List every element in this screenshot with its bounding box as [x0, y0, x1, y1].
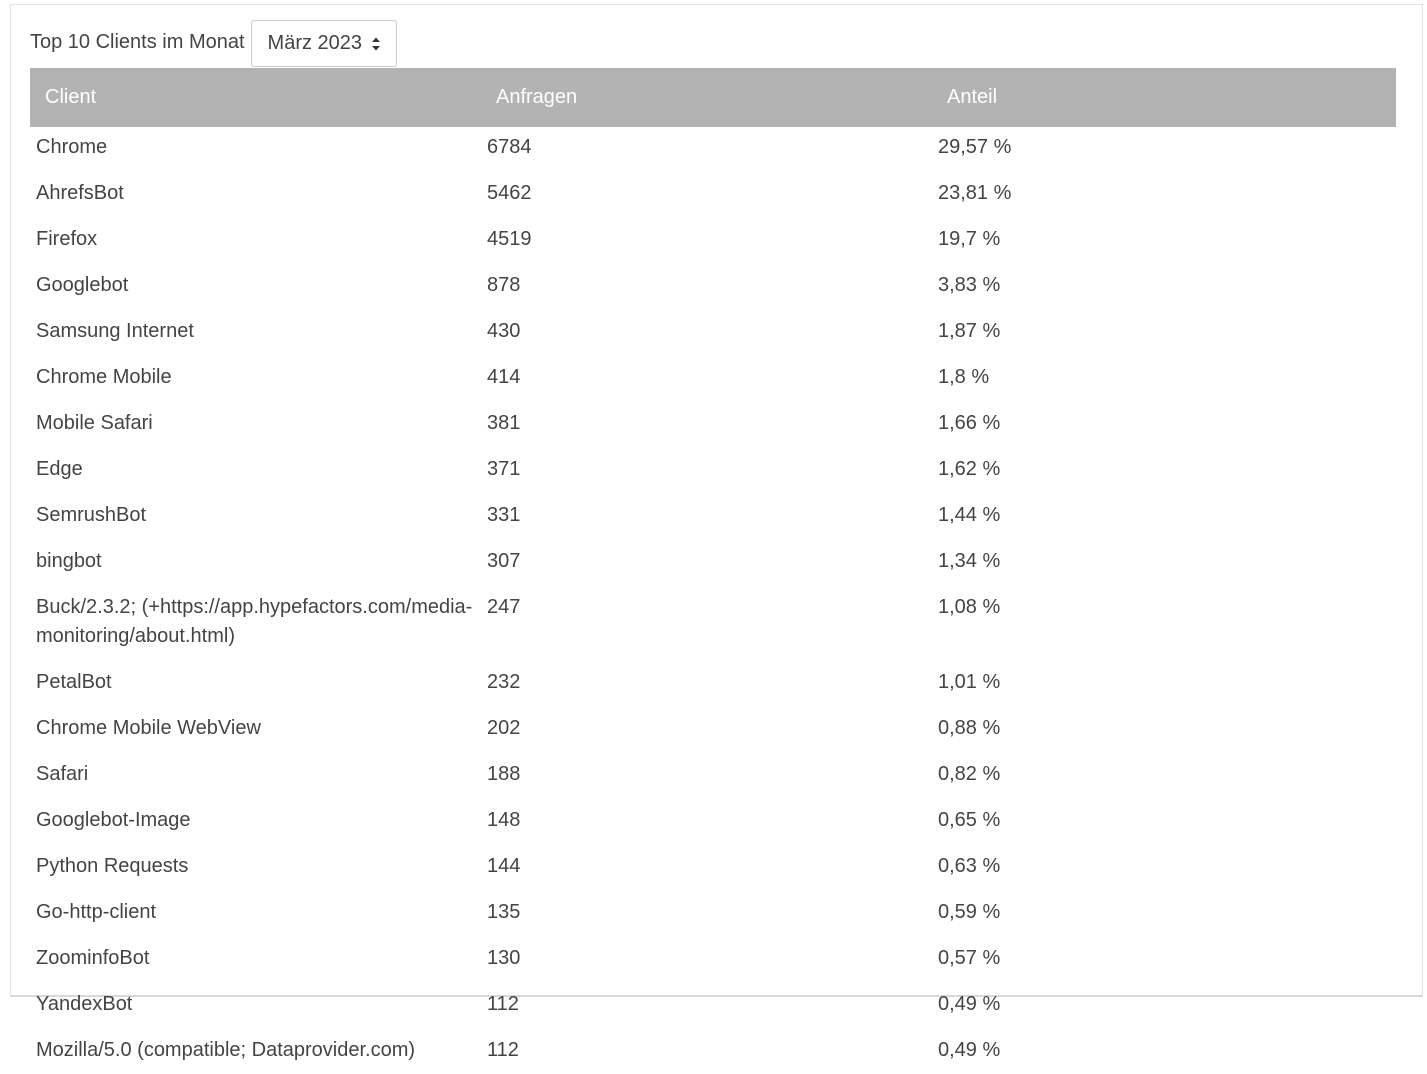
month-select-value: März 2023: [267, 32, 363, 54]
table-row: Python Requests 144 0,63 %: [30, 844, 1396, 890]
cell-share: 0,49 %: [938, 993, 1001, 1015]
table-row: Safari 188 0,82 %: [30, 752, 1396, 798]
cell-share: 0,49 %: [938, 1039, 1001, 1061]
cell-requests: 381: [487, 412, 521, 434]
cell-share: 1,8 %: [938, 366, 990, 388]
cell-share: 1,34 %: [938, 550, 1001, 572]
table-row: SemrushBot 331 1,44 %: [30, 493, 1396, 539]
cell-requests: 4519: [487, 228, 532, 250]
toolbar-label: Top 10 Clients im Monat: [30, 31, 245, 53]
cell-client: AhrefsBot: [36, 182, 124, 204]
cell-share: 0,57 %: [938, 947, 1001, 969]
clients-table: Client Anfragen Anteil Chrome 6784 29,57 %…: [30, 68, 1396, 1074]
table-row: Go-http-client 135 0,59 %: [30, 890, 1396, 936]
cell-client: Samsung Internet: [36, 320, 194, 342]
clients-table-container: Client Anfragen Anteil Chrome 6784 29,57 %…: [30, 68, 1396, 1074]
cell-share: 0,63 %: [938, 855, 1001, 877]
cell-client: Chrome: [36, 136, 108, 158]
cell-client: PetalBot: [36, 671, 112, 693]
cell-requests: 371: [487, 458, 521, 480]
cell-requests: 135: [487, 901, 521, 923]
cell-requests: 112: [487, 1039, 519, 1061]
table-row: Chrome Mobile WebView 202 0,88 %: [30, 706, 1396, 752]
cell-share: 1,87 %: [938, 320, 1001, 342]
cell-client: Mozilla/5.0 (compatible; Dataprovider.co…: [36, 1039, 416, 1061]
cell-client: Buck/2.3.2; (+https://app.hypefactors.co…: [36, 596, 473, 647]
cell-share: 1,44 %: [938, 504, 1001, 526]
cell-requests: 414: [487, 366, 521, 388]
cell-share: 3,83 %: [938, 274, 1001, 296]
sort-arrows-icon: [371, 37, 380, 51]
table-row: PetalBot 232 1,01 %: [30, 660, 1396, 706]
cell-requests: 112: [487, 993, 519, 1015]
cell-client: Go-http-client: [36, 901, 157, 923]
cell-requests: 232: [487, 671, 521, 693]
month-select[interactable]: März 2023: [250, 20, 397, 67]
cell-requests: 6784: [487, 136, 532, 158]
cell-share: 0,65 %: [938, 809, 1001, 831]
cell-client: Safari: [36, 763, 89, 785]
cell-requests: 130: [487, 947, 521, 969]
cell-requests: 247: [487, 596, 521, 618]
cell-share: 1,08 %: [938, 596, 1001, 618]
cell-requests: 144: [487, 855, 521, 877]
content-panel: [10, 4, 1423, 997]
cell-client: Edge: [36, 458, 83, 480]
cell-share: 29,57 %: [938, 136, 1012, 158]
table-row: Edge 371 1,62 %: [30, 447, 1396, 493]
cell-client: YandexBot: [36, 993, 133, 1015]
cell-client: Chrome Mobile WebView: [36, 717, 261, 739]
cell-share: 23,81 %: [938, 182, 1012, 204]
cell-client: SemrushBot: [36, 504, 147, 526]
column-header-requests: Anfragen: [481, 68, 932, 127]
cell-share: 19,7 %: [938, 228, 1001, 250]
cell-share: 1,01 %: [938, 671, 1001, 693]
cell-client: Python Requests: [36, 855, 189, 877]
cell-share: 1,62 %: [938, 458, 1001, 480]
table-body: Chrome 6784 29,57 % AhrefsBot 5462 23,81 % Fir…: [30, 127, 1396, 1074]
toolbar: Top 10 Clients im Monat März 2023: [30, 20, 397, 68]
cell-client: Googlebot-Image: [36, 809, 191, 831]
cell-requests: 202: [487, 717, 521, 739]
cell-client: Googlebot: [36, 274, 129, 296]
cell-client: Mobile Safari: [36, 412, 153, 434]
table-row: Googlebot 878 3,83 %: [30, 263, 1396, 309]
cell-client: Firefox: [36, 228, 98, 250]
table-row: Buck/2.3.2; (+https://app.hypefactors.co…: [30, 585, 1396, 660]
cell-requests: 331: [487, 504, 521, 526]
table-row: Googlebot-Image 148 0,65 %: [30, 798, 1396, 844]
cell-client: Chrome Mobile: [36, 366, 172, 388]
cell-requests: 5462: [487, 182, 532, 204]
cell-share: 0,82 %: [938, 763, 1001, 785]
table-row: Samsung Internet 430 1,87 %: [30, 309, 1396, 355]
table-row: bingbot 307 1,34 %: [30, 539, 1396, 585]
table-row: Firefox 4519 19,7 %: [30, 217, 1396, 263]
table-row: Chrome Mobile 414 1,8 %: [30, 355, 1396, 401]
cell-requests: 430: [487, 320, 521, 342]
table-header-row: Client Anfragen Anteil: [30, 68, 1396, 127]
cell-share: 0,59 %: [938, 901, 1001, 923]
cell-requests: 148: [487, 809, 521, 831]
table-row: Mobile Safari 381 1,66 %: [30, 401, 1396, 447]
table-row: Mozilla/5.0 (compatible; Dataprovider.co…: [30, 1028, 1396, 1074]
cell-requests: 188: [487, 763, 521, 785]
column-header-share: Anteil: [932, 68, 1396, 127]
table-row: AhrefsBot 5462 23,81 %: [30, 171, 1396, 217]
table-header: Client Anfragen Anteil: [30, 68, 1396, 127]
cell-requests: 878: [487, 274, 521, 296]
table-row: YandexBot 112 0,49 %: [30, 982, 1396, 1028]
table-row: ZoominfoBot 130 0,57 %: [30, 936, 1396, 982]
cell-client: bingbot: [36, 550, 102, 572]
cell-share: 0,88 %: [938, 717, 1001, 739]
cell-share: 1,66 %: [938, 412, 1001, 434]
cell-client: ZoominfoBot: [36, 947, 150, 969]
cell-requests: 307: [487, 550, 521, 572]
table-row: Chrome 6784 29,57 %: [30, 127, 1396, 171]
column-header-client: Client: [30, 68, 481, 127]
